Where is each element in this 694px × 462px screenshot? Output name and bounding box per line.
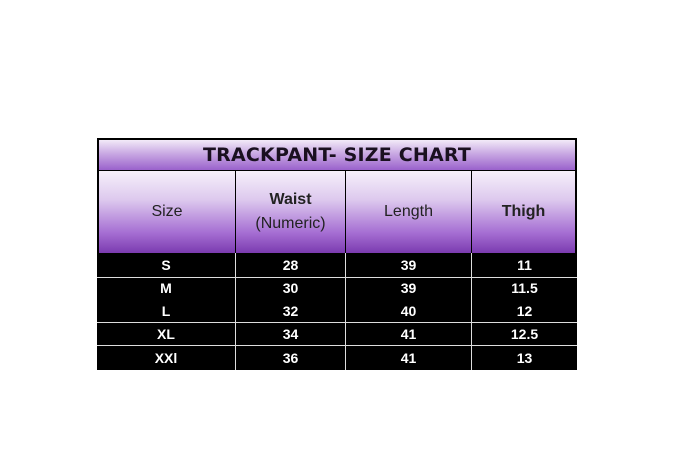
table-row: S 28 39 11 xyxy=(97,253,577,277)
table-row: XL 34 41 12.5 xyxy=(97,322,577,345)
header-waist: Waist (Numeric) xyxy=(236,171,345,253)
table-row: L 32 40 12 xyxy=(97,299,577,322)
table-row: M 30 39 11.5 xyxy=(97,277,577,299)
table-cell: 11 xyxy=(517,257,532,273)
size-chart-table: TRACKPANT- SIZE CHART Size Waist (Numeric… xyxy=(97,138,577,370)
table-cell: M xyxy=(160,280,172,296)
table-title: TRACKPANT- SIZE CHART xyxy=(99,140,575,170)
table-cell: 41 xyxy=(400,325,417,342)
column-divider xyxy=(235,253,236,370)
row-divider xyxy=(97,322,577,323)
column-divider xyxy=(471,253,472,370)
row-divider xyxy=(97,277,577,278)
table-cell: 12.5 xyxy=(510,325,539,342)
table-cell: 12 xyxy=(516,302,533,319)
table-cell: 30 xyxy=(282,280,299,296)
header-waist-line1: Waist xyxy=(269,191,312,208)
table-row: XXl 36 41 13 xyxy=(97,345,577,370)
column-divider xyxy=(345,253,346,370)
table-cell: 40 xyxy=(400,302,417,319)
table-cell: XXl xyxy=(154,349,178,366)
row-divider xyxy=(97,345,577,346)
table-cell: 39 xyxy=(400,257,417,273)
table-cell: L xyxy=(161,302,171,319)
table-cell: 36 xyxy=(282,349,299,366)
table-cell: 28 xyxy=(282,257,299,273)
table-cell: 32 xyxy=(282,302,299,319)
table-cell: XL xyxy=(157,325,175,342)
table-cell: 41 xyxy=(400,349,417,366)
header-thigh: Thigh xyxy=(472,171,575,253)
header-size: Size xyxy=(99,171,235,253)
table-cell: 13 xyxy=(516,349,533,366)
header-length: Length xyxy=(346,171,471,253)
table-cell: 11.5 xyxy=(511,280,538,296)
header-waist-line2: (Numeric) xyxy=(255,215,326,232)
table-cell: 34 xyxy=(282,325,299,342)
table-cell: S xyxy=(161,257,171,273)
table-cell: 39 xyxy=(400,280,417,296)
